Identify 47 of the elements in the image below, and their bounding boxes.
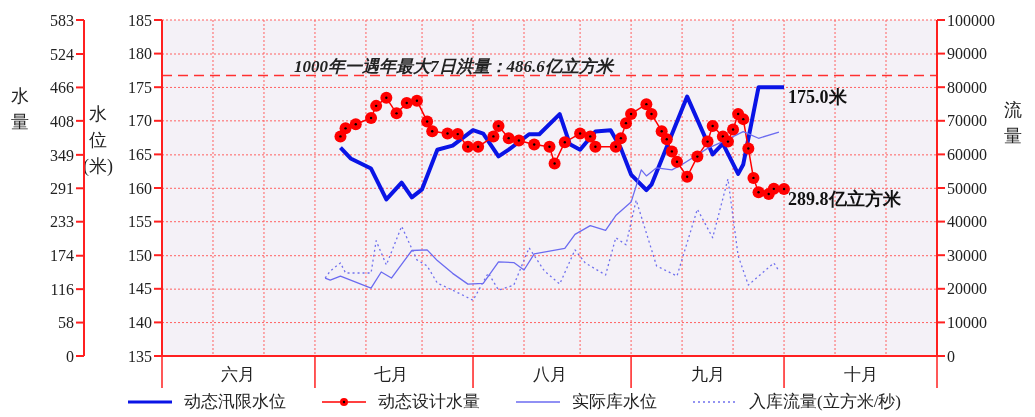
y3-tick-label: 583 [50,11,74,29]
legend-label: 入库流量(立方米/秒) [748,391,902,413]
y-tick-label: 135 [128,347,152,365]
y3-tick-label: 233 [50,213,74,231]
y-tick-label: 145 [128,280,152,298]
legend-label: 动态汛限水位 [183,391,286,413]
y2-tick-label: 10000 [947,314,987,332]
y-tick-label: 155 [128,213,152,231]
x-tick-label: 七月 [374,365,409,384]
x-tick-label: 六月 [221,365,256,384]
y3-tick-label: 291 [50,179,74,197]
data-label: 289.8亿立方米 [788,188,902,209]
y3-tick-label: 116 [50,280,74,298]
legend-label: 动态设计水量 [377,391,480,413]
y3-tick-label: 524 [50,45,74,63]
y-tick-label: 160 [128,179,152,197]
y3-tick-label: 349 [50,146,74,164]
y-tick-label: 185 [128,11,152,29]
legend-label: 实际库水位 [571,391,657,413]
y-tick-label: 175 [128,78,152,96]
y2-tick-label: 100000 [947,11,995,29]
y-tick-label: 180 [128,45,152,63]
y-tick-label: 170 [128,112,152,130]
y2-tick-label: 30000 [947,246,987,264]
data-label: 175.0米 [788,87,848,108]
y2-tick-label: 0 [947,347,955,365]
ref-line-label: 1000年一遇年最大7日洪量：486.6亿立方米 [294,56,615,76]
y2-tick-label: 80000 [947,78,987,96]
y3-tick-label: 58 [58,314,74,332]
y3-tick-label: 408 [50,112,74,130]
x-tick-label: 十月 [843,365,878,384]
y2-tick-label: 90000 [947,45,987,63]
y3-axis-title: 水量 [11,86,29,132]
y2-axis-title: 流量 [1004,100,1022,146]
y-tick-label: 150 [128,246,152,264]
y-tick-label: 140 [128,314,152,332]
y2-tick-label: 50000 [947,179,987,197]
x-tick-label: 九月 [690,365,725,384]
y2-tick-label: 60000 [947,146,987,164]
y2-tick-label: 40000 [947,213,987,231]
y-tick-label: 165 [128,146,152,164]
y3-tick-label: 0 [66,347,74,365]
y2-tick-label: 20000 [947,280,987,298]
x-tick-label: 八月 [532,365,567,384]
y3-tick-label: 174 [50,247,74,265]
y2-tick-label: 70000 [947,112,987,130]
y3-tick-label: 466 [50,79,74,97]
